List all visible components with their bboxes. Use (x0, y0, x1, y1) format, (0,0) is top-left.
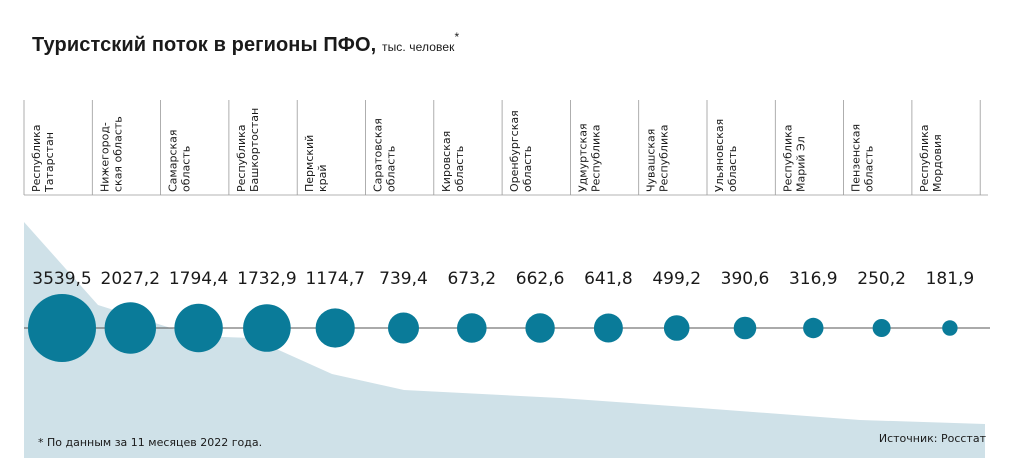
region-label: РеспубликаБашкортостан (235, 108, 261, 192)
region-label: Пермскийкрай (303, 135, 329, 192)
value-label: 1732,9 (237, 269, 296, 289)
chart-title: Туристский поток в регионы ПФО, тыс. чел… (32, 30, 459, 57)
value-label: 673,2 (447, 269, 496, 289)
value-label: 662,6 (516, 269, 565, 289)
region-label: Кировскаяобласть (440, 131, 466, 192)
bubble (388, 312, 419, 344)
value-label: 499,2 (652, 269, 701, 289)
value-label: 739,4 (379, 269, 428, 289)
region-label: РеспубликаМордовия (918, 125, 944, 193)
bubble (942, 320, 958, 336)
bubble (315, 308, 355, 348)
region-label: Пензенскаяобласть (850, 124, 876, 192)
chart-title-text: Туристский поток в регионы ПФО, (32, 34, 377, 56)
region-label: РеспубликаТатарстан (30, 125, 56, 194)
bubble (174, 303, 223, 353)
value-labels: 3539,5 2027,2 1794,4 1732,9 1174,7 739,4 673,2… (32, 269, 974, 289)
source-note: Источник: Росстат (878, 432, 986, 445)
footnote-marker: * (454, 30, 460, 44)
region-label: Нижегород-ская область (98, 116, 124, 192)
background-area-shape (24, 222, 985, 458)
footnote: * По данным за 11 месяцев 2022 года. (38, 436, 263, 449)
value-label: 181,9 (926, 269, 975, 289)
value-label: 390,6 (721, 269, 770, 289)
value-label: 641,8 (584, 269, 633, 289)
region-label: УдмуртскаяРеспублика (576, 123, 602, 192)
bubble (803, 317, 824, 339)
bubble (525, 313, 555, 343)
bubble (28, 294, 96, 362)
region-labels: РеспубликаТатарстан Нижегород-ская област… (30, 108, 944, 193)
value-label: 1174,7 (305, 269, 364, 289)
region-label: Саратовскаяобласть (372, 118, 398, 192)
bubbles (28, 294, 958, 362)
column-dividers (23, 100, 988, 196)
region-label: РеспубликаМарий Эл (781, 125, 807, 193)
chart-title-unit: тыс. человек (381, 40, 455, 54)
value-label: 2027,2 (101, 269, 160, 289)
region-label: Самарскаяобласть (167, 130, 193, 193)
bubble (593, 313, 623, 343)
value-label: 1794,4 (169, 269, 228, 289)
bubble (457, 313, 487, 343)
bubble (872, 319, 891, 337)
value-label: 3539,5 (32, 269, 91, 289)
value-label: 250,2 (857, 269, 906, 289)
bubble (663, 315, 690, 341)
region-label: Оренбургскаяобласть (508, 110, 534, 192)
bubble (733, 316, 757, 340)
value-label: 316,9 (789, 269, 838, 289)
region-label: ЧувашскаяРеспублика (645, 125, 671, 193)
region-label: Ульяновскаяобласть (713, 119, 739, 192)
bubble (243, 304, 291, 352)
bubble (104, 302, 156, 354)
